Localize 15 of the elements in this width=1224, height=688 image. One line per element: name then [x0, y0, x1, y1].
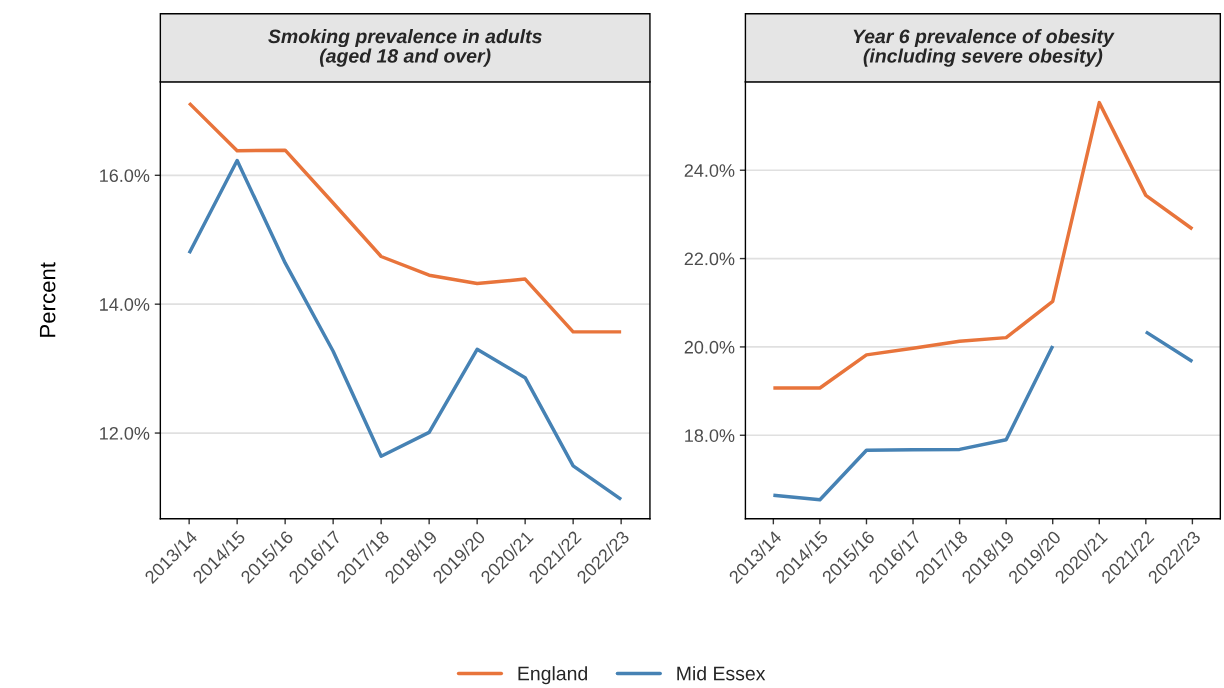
line-series: [771, 100, 1195, 390]
y-tick-label: 18.0%: [685, 429, 735, 442]
chart-title: Year 6 prevalence of obesity (including severe obesity): [853, 28, 1115, 67]
legend-label: Mid Essex: [677, 666, 766, 681]
chart-title: Smoking prevalence in adults (aged 18 and over): [268, 28, 542, 67]
y-tick-label: 12.0%: [100, 426, 150, 440]
y-tick-label: 20.0%: [684, 340, 735, 354]
legend-label: England: [518, 666, 588, 685]
y-tick-label: 24.0%: [684, 164, 735, 177]
y-tick-label: 14.0%: [100, 298, 150, 311]
line-series: [187, 158, 623, 502]
y-tick-label: 16.0%: [100, 169, 150, 183]
y-tick-label: 22.0%: [684, 252, 735, 266]
line-series: [187, 101, 623, 334]
y-axis-title: Percent: [39, 262, 56, 337]
